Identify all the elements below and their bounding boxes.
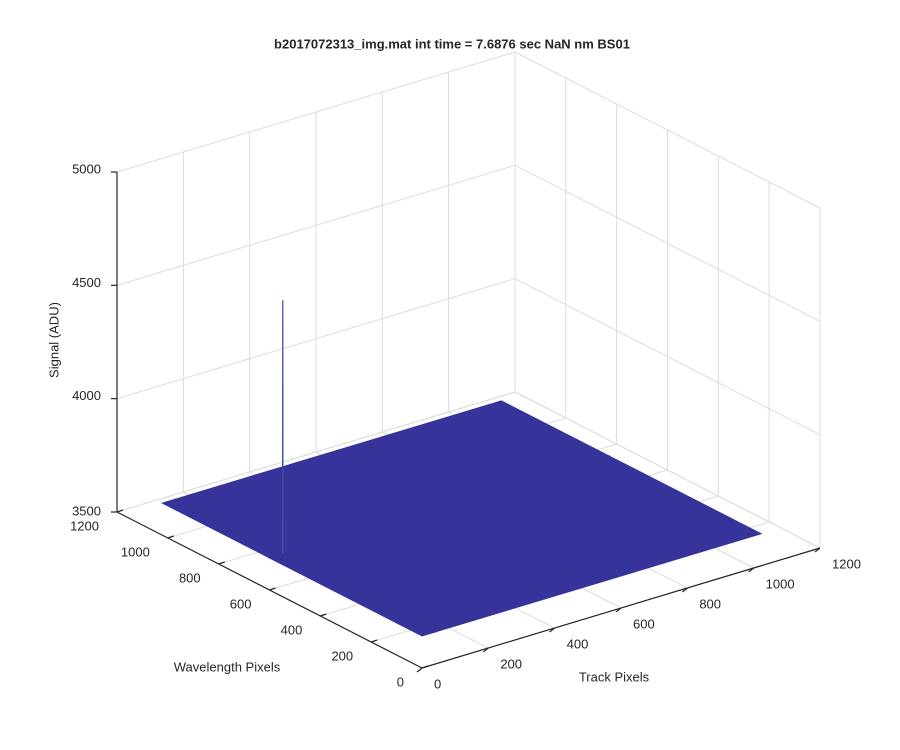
- y-tick-label: 800: [179, 570, 201, 585]
- grid-line: [514, 391, 821, 549]
- grid-line: [514, 278, 821, 436]
- x-tick-label: 800: [699, 596, 721, 611]
- x-tick-label: 1200: [832, 556, 861, 571]
- surface-cell: [282, 300, 284, 555]
- x-tick: [748, 567, 755, 573]
- y-tick-label: 0: [397, 674, 404, 689]
- y-tick: [269, 587, 276, 591]
- y-tick: [116, 509, 124, 513]
- y-tick-label: 1000: [121, 544, 150, 559]
- grid-line: [116, 278, 516, 400]
- chart-title: b2017072313_img.mat int time = 7.6876 se…: [274, 36, 630, 51]
- x-tick: [681, 587, 688, 593]
- grid-line: [514, 51, 821, 209]
- surface-cell: [269, 554, 436, 637]
- y-tick-label: 400: [281, 622, 303, 637]
- x-tick-label: 0: [434, 676, 441, 691]
- y-tick-label: 1200: [70, 518, 99, 533]
- grid-line: [116, 51, 516, 173]
- grid-line: [116, 391, 516, 513]
- z-tick-label: 4000: [72, 388, 101, 403]
- y-tick: [421, 665, 429, 669]
- x-tick-label: 400: [567, 636, 589, 651]
- x-tick-label: 600: [633, 616, 655, 631]
- y-tick-label: 200: [331, 648, 353, 663]
- grid-line: [116, 164, 516, 286]
- z-tick-label: 3500: [72, 503, 101, 518]
- z-axis-label: Signal (ADU): [46, 302, 61, 378]
- y-tick-label: 600: [230, 596, 252, 611]
- x-tick: [615, 607, 622, 613]
- x-tick: [482, 647, 489, 653]
- z-tick-label: 4500: [72, 275, 101, 290]
- grid-line: [514, 164, 821, 322]
- y-axis-label: Wavelength Pixels: [174, 659, 281, 674]
- y-tick: [370, 639, 378, 643]
- x-tick-label: 200: [500, 656, 522, 671]
- x-tick-label: 1000: [766, 576, 795, 591]
- x-axis-label: Track Pixels: [579, 669, 650, 684]
- z-tick-label: 5000: [72, 161, 101, 176]
- y-tick: [320, 613, 327, 617]
- y-tick: [167, 535, 175, 539]
- y-tick: [218, 561, 225, 565]
- x-tick: [549, 627, 556, 633]
- x-tick: [416, 667, 423, 673]
- x-tick: [814, 547, 821, 553]
